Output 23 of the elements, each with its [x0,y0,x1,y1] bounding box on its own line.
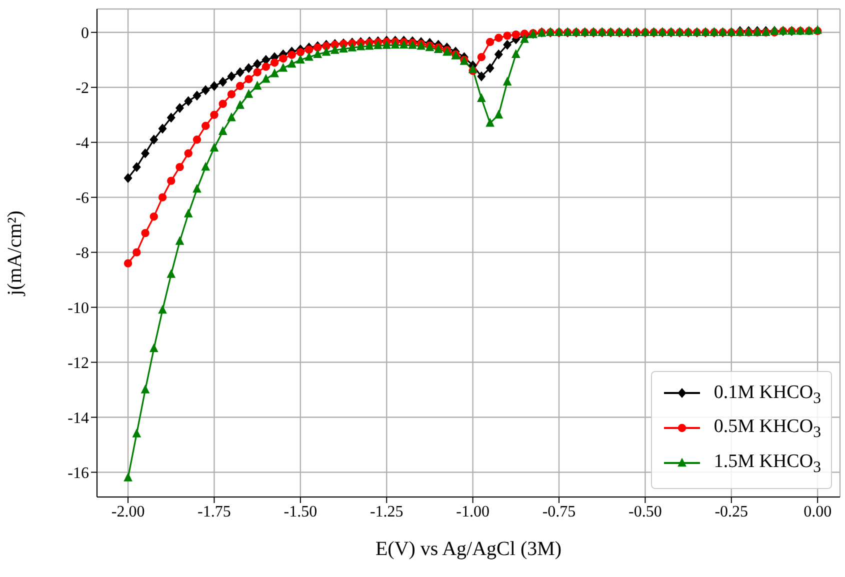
legend-label: 1.5M KHCO$_{3}$ [714,451,821,476]
y-tick-label: -16 [68,464,89,482]
x-tick-label: -0.75 [542,503,576,520]
x-tick-label: -1.50 [284,503,318,520]
y-tick-label: -8 [76,244,89,262]
y-tick-label: -6 [76,190,89,208]
legend-label: 0.1M KHCO$_{3}$ [714,382,821,406]
y-tick-label: -4 [76,135,89,152]
y-tick-label: -12 [68,354,89,372]
y-axis-title: j(mA/cm²) [4,210,26,296]
x-tick-label: -1.75 [198,503,231,520]
legend-label: 0.5M KHCO$_{3}$ [714,416,821,442]
x-axis-title: E(V) vs Ag/AgCl (3M) [375,538,562,560]
x-tick-label: -1.00 [456,503,490,520]
y-tick-label: -2 [76,80,89,98]
y-tick-label: -10 [68,300,89,317]
x-tick-label: -2.00 [111,503,145,520]
x-tick-label: -0.50 [628,503,662,520]
x-tick-label: 0.00 [804,503,832,520]
x-tick-label: -0.25 [714,503,748,520]
y-tick-label: -14 [68,410,89,427]
x-tick-label: -1.25 [370,503,404,520]
y-tick-label: 0 [81,25,89,42]
